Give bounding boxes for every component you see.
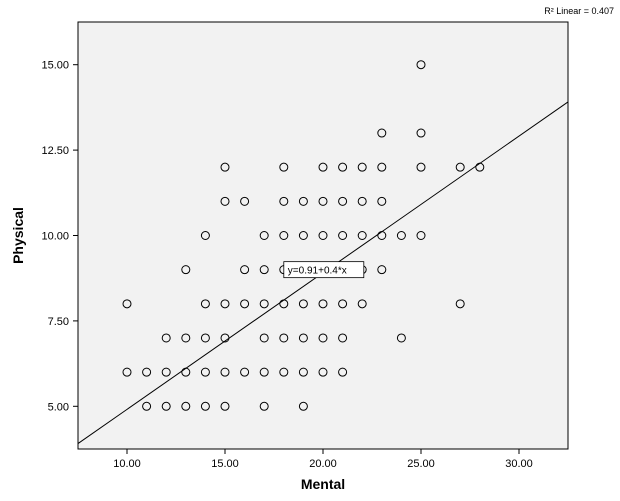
- svg-text:20.00: 20.00: [309, 458, 337, 470]
- svg-text:y=0.91+0.4*x: y=0.91+0.4*x: [288, 266, 347, 277]
- r-squared-annotation: R² Linear = 0.407: [544, 6, 614, 16]
- plot-svg: 10.00 15.00 20.00 25.00 30.00 5.00 7.50 10.00 12…: [0, 0, 620, 501]
- scatter-chart: R² Linear = 0.407 10.00 15.00 20.00 25.00 30…: [0, 0, 620, 501]
- svg-text:Physical: Physical: [10, 207, 26, 264]
- svg-text:12.50: 12.50: [41, 145, 69, 157]
- svg-text:10.00: 10.00: [41, 231, 69, 243]
- svg-text:5.00: 5.00: [48, 401, 69, 413]
- svg-text:15.00: 15.00: [211, 458, 239, 470]
- svg-text:10.00: 10.00: [113, 458, 141, 470]
- svg-text:Mental: Mental: [301, 476, 345, 492]
- svg-text:25.00: 25.00: [407, 458, 435, 470]
- svg-text:15.00: 15.00: [41, 60, 69, 72]
- svg-text:30.00: 30.00: [505, 458, 533, 470]
- svg-text:7.50: 7.50: [48, 316, 69, 328]
